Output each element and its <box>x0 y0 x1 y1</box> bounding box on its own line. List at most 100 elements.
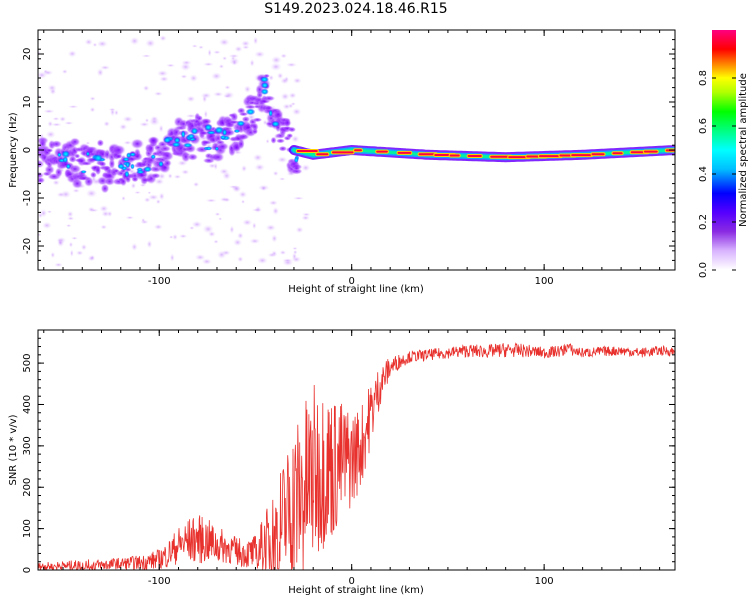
spectrogram-speckle <box>49 87 57 96</box>
spectrogram-peak <box>260 88 269 95</box>
spectrogram-peak <box>163 136 172 144</box>
y-tick-label: 0 <box>22 147 33 153</box>
spectrogram-heatmap <box>38 35 675 268</box>
spectrogram-speckle <box>159 35 167 42</box>
spectrogram-band <box>201 118 213 125</box>
spectrogram-band <box>180 150 191 163</box>
y-tick-label: 200 <box>22 478 33 497</box>
spectrogram-speckle <box>269 62 282 72</box>
spectrogram-speckle <box>109 107 116 117</box>
spectrogram-speckle <box>288 103 294 109</box>
spectrogram-speckle <box>257 184 270 191</box>
spectrogram-band <box>287 126 297 133</box>
spectrogram-speckle <box>222 171 232 181</box>
spectrogram-speckle <box>223 197 231 203</box>
spectrogram-speckle <box>96 40 109 48</box>
spectrogram-speckle <box>201 94 208 104</box>
spectrogram-peak <box>85 151 91 157</box>
spectrogram-band <box>69 137 81 147</box>
spectrogram-speckle <box>125 215 135 220</box>
spectrogram-speckle <box>131 242 138 252</box>
spectrogram-band <box>290 168 303 175</box>
spectrogram-speckle <box>118 123 128 131</box>
spectrogram-peak <box>187 133 196 140</box>
spectrogram-band <box>111 144 126 156</box>
spectrogram-peak <box>260 81 269 89</box>
spectrogram-peak <box>204 123 213 131</box>
spectrogram-peak <box>245 108 256 116</box>
spectrogram-band <box>100 183 110 194</box>
x-tick-label: 0 <box>349 276 355 287</box>
spectrogram-band <box>187 153 199 161</box>
spectrogram-speckle <box>158 192 165 201</box>
y-tick-label: 400 <box>22 395 33 414</box>
spectrogram-speckle <box>47 120 54 128</box>
spectrogram-speckle <box>68 241 74 248</box>
spectrogram-speckle <box>280 77 290 85</box>
x-tick-label: 100 <box>535 576 554 587</box>
spectrogram-speckle <box>89 106 96 113</box>
spectrogram-speckle <box>205 198 217 203</box>
spectrogram-band <box>278 145 288 152</box>
spectrogram-speckle <box>50 251 56 259</box>
spectrogram-speckle <box>51 122 63 127</box>
y-tick-label: -20 <box>22 238 33 254</box>
spectrogram-peak <box>80 170 87 174</box>
snr-series <box>38 342 675 570</box>
spectrogram-speckle <box>252 153 264 162</box>
spectrogram-speckle <box>61 69 68 75</box>
spectrogram-band <box>50 140 63 148</box>
spectrogram-speckle <box>237 232 244 240</box>
spectrogram-speckle <box>203 109 208 119</box>
spectrogram-band <box>150 172 161 179</box>
spectrogram-peak <box>182 142 193 148</box>
spectrogram-band <box>104 177 116 186</box>
spectrogram-band <box>275 138 286 144</box>
spectrogram-peak <box>62 156 69 164</box>
spectrogram-speckle <box>67 50 77 58</box>
spectrogram-speckle <box>65 224 72 228</box>
spectrogram-speckle <box>54 262 63 268</box>
spectrogram-peak <box>190 127 199 135</box>
spectrogram-speckle <box>142 85 150 92</box>
y-tick-label: 0 <box>22 567 33 573</box>
spectrogram-speckle <box>213 239 219 244</box>
spectrogram-band <box>251 122 259 132</box>
spectrogram-band <box>89 171 97 179</box>
spectrogram-speckle <box>145 38 156 48</box>
snr-panel: -100 0 100 0 100 200 300 400 500 Height of strai… <box>8 329 676 596</box>
spectrogram-peak <box>214 146 220 151</box>
spectrogram-speckle <box>265 224 277 232</box>
spectrogram-speckle <box>153 223 163 230</box>
spectrogram-speckle <box>99 204 109 213</box>
spectrogram-speckle <box>99 65 111 71</box>
spectrogram-speckle <box>179 62 192 72</box>
spectrogram-speckle <box>154 178 165 186</box>
spectrogram-speckle <box>121 195 126 202</box>
colorbar-tick-label: 0.0 <box>698 262 709 278</box>
spectrogram-speckle <box>279 250 287 256</box>
snr-xlabel: Height of straight line (km) <box>288 585 424 596</box>
colorbar-tick-label: 0.8 <box>698 70 709 86</box>
spectrogram-peak <box>150 154 156 160</box>
figure-title: S149.2023.024.18.46.R15 <box>264 1 448 17</box>
spectrogram-peak <box>180 130 186 139</box>
spectrogram-band <box>286 133 294 139</box>
spectrogram-speckle <box>41 221 52 230</box>
spectrogram-speckle <box>114 109 119 116</box>
x-tick-label: 100 <box>535 276 554 287</box>
spectrogram-speckle <box>66 216 75 221</box>
spectrogram-peak <box>206 130 217 135</box>
spectrogram-peak <box>117 163 125 170</box>
spectrogram-speckle <box>249 59 255 67</box>
y-tick-label: -10 <box>22 190 33 206</box>
x-tick-label: 0 <box>349 576 355 587</box>
colorbar: 0.0 0.2 0.4 0.6 0.8 Normalized spectral ampl… <box>698 30 749 278</box>
spectrogram-speckle <box>221 56 228 61</box>
spectrogram-peak <box>271 120 280 128</box>
spectrogram-speckle <box>158 124 164 133</box>
spectrogram-speckle <box>143 197 151 203</box>
spectrogram-speckle <box>85 188 98 198</box>
spectrogram-speckle <box>265 138 270 144</box>
spectrogram-speckle <box>191 220 203 229</box>
